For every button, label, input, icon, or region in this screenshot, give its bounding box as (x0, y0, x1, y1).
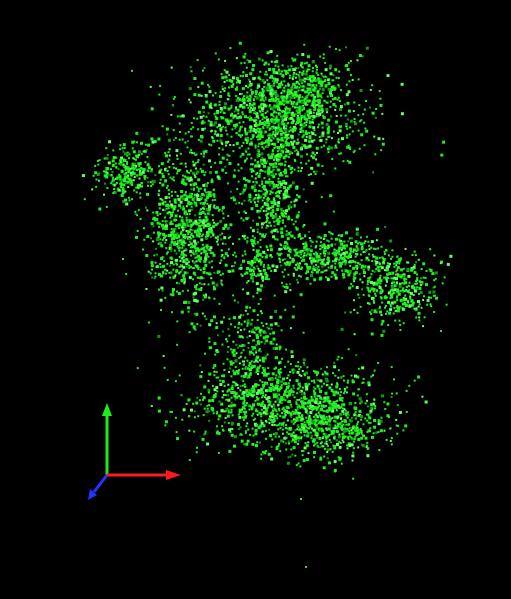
z-axis-arrow-icon (88, 474, 109, 500)
x-axis-arrow-icon (107, 470, 181, 480)
y-axis-arrow-icon (102, 403, 112, 475)
